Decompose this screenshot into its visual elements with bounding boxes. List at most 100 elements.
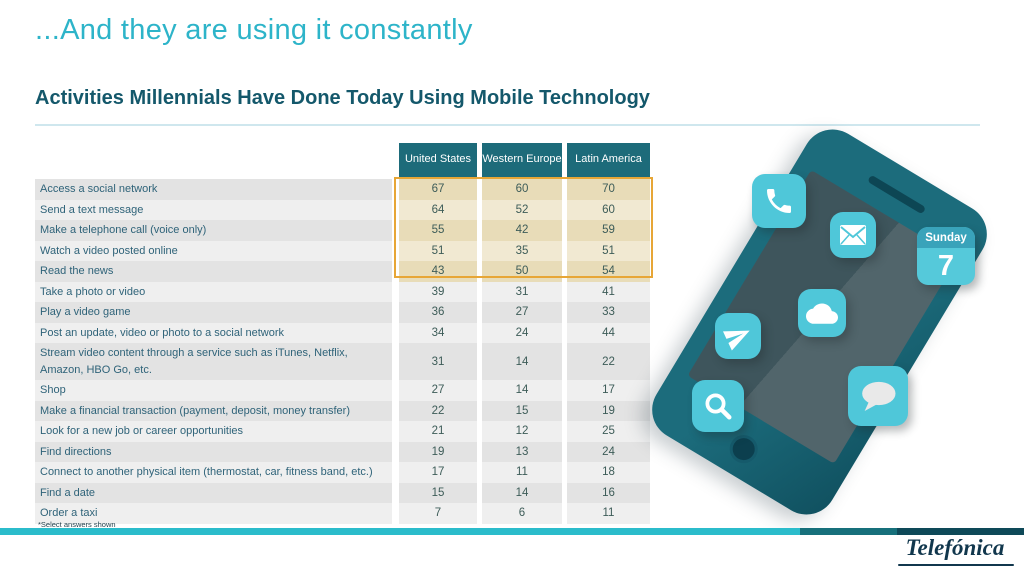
title-divider [35,124,980,126]
table-row: Play a video game 36 27 33 [35,302,650,323]
row-label: Shop [35,380,392,401]
value-cell: 11 [482,462,562,483]
footer-bar-dark [897,528,1024,535]
value-cell: 19 [399,441,477,462]
calendar-day-number: 7 [937,250,955,282]
value-cell: 17 [567,380,650,401]
value-cell: 17 [399,462,477,483]
value-cell: 27 [482,302,562,323]
value-cell: 44 [567,322,650,343]
value-cell: 70 [567,179,650,200]
row-label: Watch a video posted online [35,240,392,261]
value-cell: 36 [399,302,477,323]
value-cell: 39 [399,281,477,302]
value-cell: 6 [482,503,562,524]
table-row: Take a photo or video 39 31 41 [35,281,650,303]
value-cell: 14 [482,482,562,503]
value-cell: 64 [399,199,477,220]
value-cell: 41 [567,281,650,302]
footnote: *Select answers shown [38,520,116,529]
value-cell: 24 [482,322,562,343]
table-row: Access a social network 67 60 70 [35,179,650,200]
telefonica-logo-underline [898,564,1014,566]
table-row: Find directions 19 13 24 [35,441,650,463]
value-cell: 60 [567,199,650,220]
column-gap [392,401,399,422]
column-gap [392,462,399,483]
column-gap [392,200,399,221]
column-gap [392,282,399,303]
value-cell: 13 [482,441,562,462]
row-label: Play a video game [35,302,392,323]
value-cell: 16 [567,482,650,503]
row-label: Make a financial transaction (payment, d… [35,400,392,421]
search-icon [692,380,744,432]
row-label: Read the news [35,261,392,282]
row-label: Find a date [35,482,392,503]
row-label: Post an update, video or photo to a soci… [35,322,392,343]
row-label: Access a social network [35,179,392,200]
column-gap [392,421,399,442]
value-cell: 24 [567,441,650,462]
send-icon [715,313,761,359]
phone-home-button [724,429,763,469]
mail-icon [830,212,876,258]
value-cell: 52 [482,199,562,220]
table-row: Find a date 15 14 16 [35,482,650,504]
table-row: Connect to another physical item (thermo… [35,462,650,483]
column-gap [392,302,399,323]
column-gap [392,261,399,282]
value-cell: 15 [482,400,562,421]
row-label: Stream video content through a service s… [35,343,392,380]
value-cell: 54 [567,261,650,282]
value-cell: 34 [399,322,477,343]
calendar-icon: Sunday 7 [917,227,975,285]
column-gap [392,323,399,344]
value-cell: 31 [482,281,562,302]
value-cell: 42 [482,220,562,241]
value-cell: 19 [567,400,650,421]
cloud-icon [798,289,846,337]
value-cell: 51 [399,240,477,261]
value-cell: 50 [482,261,562,282]
value-cell: 27 [399,380,477,401]
value-cell: 22 [567,343,650,380]
value-cell: 43 [399,261,477,282]
column-header-united-states: United States [399,143,477,177]
value-cell: 18 [567,462,650,483]
table-row: Post an update, video or photo to a soci… [35,322,650,344]
row-label: Send a text message [35,199,392,220]
column-gap [392,380,399,401]
value-cell: 25 [567,421,650,442]
value-cell: 35 [482,240,562,261]
column-header-western-europe: Western Europe [482,143,562,177]
column-gap [392,442,399,463]
value-cell: 59 [567,220,650,241]
value-cell: 14 [482,380,562,401]
slide-title: ...And they are using it constantly [35,14,473,46]
calendar-day-name: Sunday [917,227,975,248]
row-label: Order a taxi [35,503,392,524]
value-cell: 14 [482,343,562,380]
table-row: Order a taxi 7 6 11 [35,503,650,524]
column-gap [392,343,399,380]
table-row: Shop 27 14 17 [35,380,650,401]
value-cell: 51 [567,240,650,261]
value-cell: 31 [399,343,477,380]
row-label: Find directions [35,441,392,462]
column-gap [392,179,399,200]
table-row: Stream video content through a service s… [35,343,650,380]
value-cell: 11 [567,503,650,524]
value-cell: 15 [399,482,477,503]
table-row: Make a telephone call (voice only) 55 42 59 [35,220,650,241]
table-row: Read the news 43 50 54 [35,261,650,282]
column-gap [392,503,399,524]
column-gap [392,241,399,262]
value-cell: 33 [567,302,650,323]
column-gap [392,220,399,241]
column-gap [392,483,399,504]
table-title: Activities Millennials Have Done Today U… [35,87,650,109]
value-cell: 12 [482,421,562,442]
footer-bar-teal [800,528,897,535]
value-cell: 67 [399,179,477,200]
